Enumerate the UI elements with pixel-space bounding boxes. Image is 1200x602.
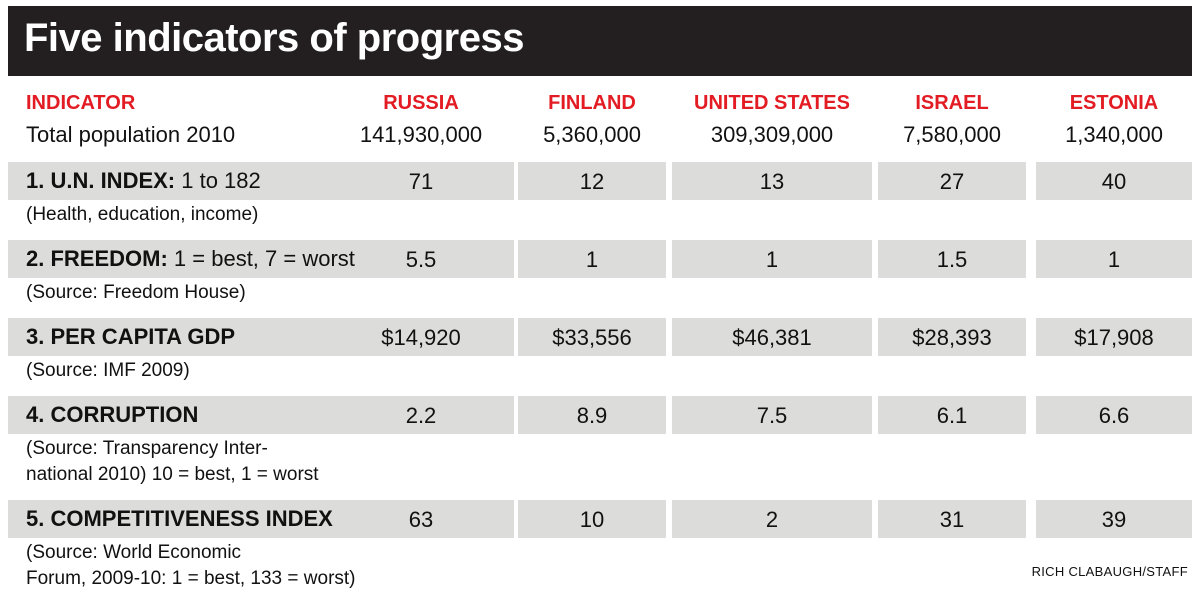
row-band: [518, 318, 666, 356]
population-value: 1,340,000: [1065, 122, 1163, 147]
value-cell: 6.6: [1098, 403, 1130, 428]
country-header: FINLAND: [548, 92, 636, 114]
row-band: [1036, 240, 1192, 278]
indicator-label: 3. PER CAPITA GDP: [26, 324, 235, 350]
indicator-name: 3. PER CAPITA GDP: [26, 324, 236, 349]
indicator-note: (Source: IMF 2009): [26, 360, 190, 381]
row-band: [1036, 500, 1192, 538]
row-band: [1036, 396, 1192, 434]
indicator-name: 5. COMPETITIVENESS INDEX: [26, 506, 333, 531]
indicator-header: INDICATOR: [26, 92, 136, 114]
indicator-name: 1. U.N. INDEX:: [26, 168, 176, 193]
row-band: [8, 500, 514, 538]
indicator-label: 5. COMPETITIVENESS INDEX: [26, 506, 333, 532]
row-band: [518, 240, 666, 278]
population-value: 309,309,000: [710, 122, 834, 147]
population-value: 5,360,000: [543, 122, 641, 147]
row-band: [878, 500, 1026, 538]
row-band: [1036, 162, 1192, 200]
value-cell: 71: [408, 169, 434, 194]
value-cell: 12: [579, 169, 605, 194]
page-title: Five indicators of progress: [24, 16, 524, 60]
row-band: [8, 240, 514, 278]
indicator-note: (Source: Freedom House): [26, 282, 246, 303]
value-cell: 13: [759, 169, 785, 194]
country-header: ISRAEL: [915, 92, 989, 114]
row-band: [878, 162, 1026, 200]
row-band: [672, 318, 872, 356]
value-cell: 2.2: [405, 403, 437, 428]
value-cell: 40: [1101, 169, 1127, 194]
value-cell: 27: [939, 169, 965, 194]
row-band: [518, 500, 666, 538]
row-band: [672, 240, 872, 278]
country-header: ESTONIA: [1069, 92, 1159, 114]
value-cell: 5.5: [405, 247, 437, 272]
row-band: [672, 500, 872, 538]
row-band: [518, 162, 666, 200]
value-cell: 1: [765, 247, 779, 272]
indicator-name: 2. FREEDOM:: [26, 246, 168, 271]
value-cell: 1: [585, 247, 599, 272]
row-band: [8, 162, 514, 200]
value-cell: 2: [765, 507, 779, 532]
row-band: [672, 162, 872, 200]
row-band: [672, 396, 872, 434]
row-band: [518, 396, 666, 434]
indicator-note: Forum, 2009-10: 1 = best, 133 = worst): [26, 568, 356, 589]
row-band: [878, 318, 1026, 356]
indicator-note: national 2010) 10 = best, 1 = worst: [26, 464, 319, 485]
credit-line: RICH CLABAUGH/STAFF: [1031, 564, 1188, 579]
indicator-label: 2. FREEDOM: 1 = best, 7 = worst: [26, 246, 355, 272]
indicator-label: 4. CORRUPTION: [26, 402, 198, 428]
country-header: RUSSIA: [383, 92, 459, 114]
value-cell: $14,920: [381, 325, 461, 350]
indicator-scale: 1 to 182: [175, 168, 261, 193]
population-value: 141,930,000: [359, 122, 483, 147]
population-label: Total population 2010: [26, 122, 236, 147]
value-cell: 6.1: [936, 403, 968, 428]
value-cell: 7.5: [756, 403, 788, 428]
value-cell: 1: [1107, 247, 1121, 272]
value-cell: 10: [579, 507, 605, 532]
row-band: [878, 396, 1026, 434]
value-cell: 63: [408, 507, 434, 532]
value-cell: $28,393: [912, 325, 992, 350]
indicator-label: 1. U.N. INDEX: 1 to 182: [26, 168, 261, 194]
row-band: [8, 318, 514, 356]
row-band: [878, 240, 1026, 278]
value-cell: 8.9: [576, 403, 608, 428]
indicator-note: (Source: World Economic: [26, 542, 242, 563]
value-cell: 1.5: [936, 247, 968, 272]
value-cell: $33,556: [552, 325, 632, 350]
value-cell: 31: [939, 507, 965, 532]
indicator-scale: 1 = best, 7 = worst: [167, 246, 355, 271]
population-value: 7,580,000: [903, 122, 1001, 147]
indicator-note: (Health, education, income): [26, 204, 259, 225]
value-cell: 39: [1101, 507, 1127, 532]
value-cell: $17,908: [1074, 325, 1154, 350]
title-bar: Five indicators of progress: [8, 6, 1192, 76]
row-band: [8, 396, 514, 434]
indicator-note: (Source: Transparency Inter-: [26, 438, 268, 459]
value-cell: $46,381: [732, 325, 812, 350]
indicator-name: 4. CORRUPTION: [26, 402, 199, 427]
row-band: [1036, 318, 1192, 356]
country-header: UNITED STATES: [694, 92, 850, 114]
